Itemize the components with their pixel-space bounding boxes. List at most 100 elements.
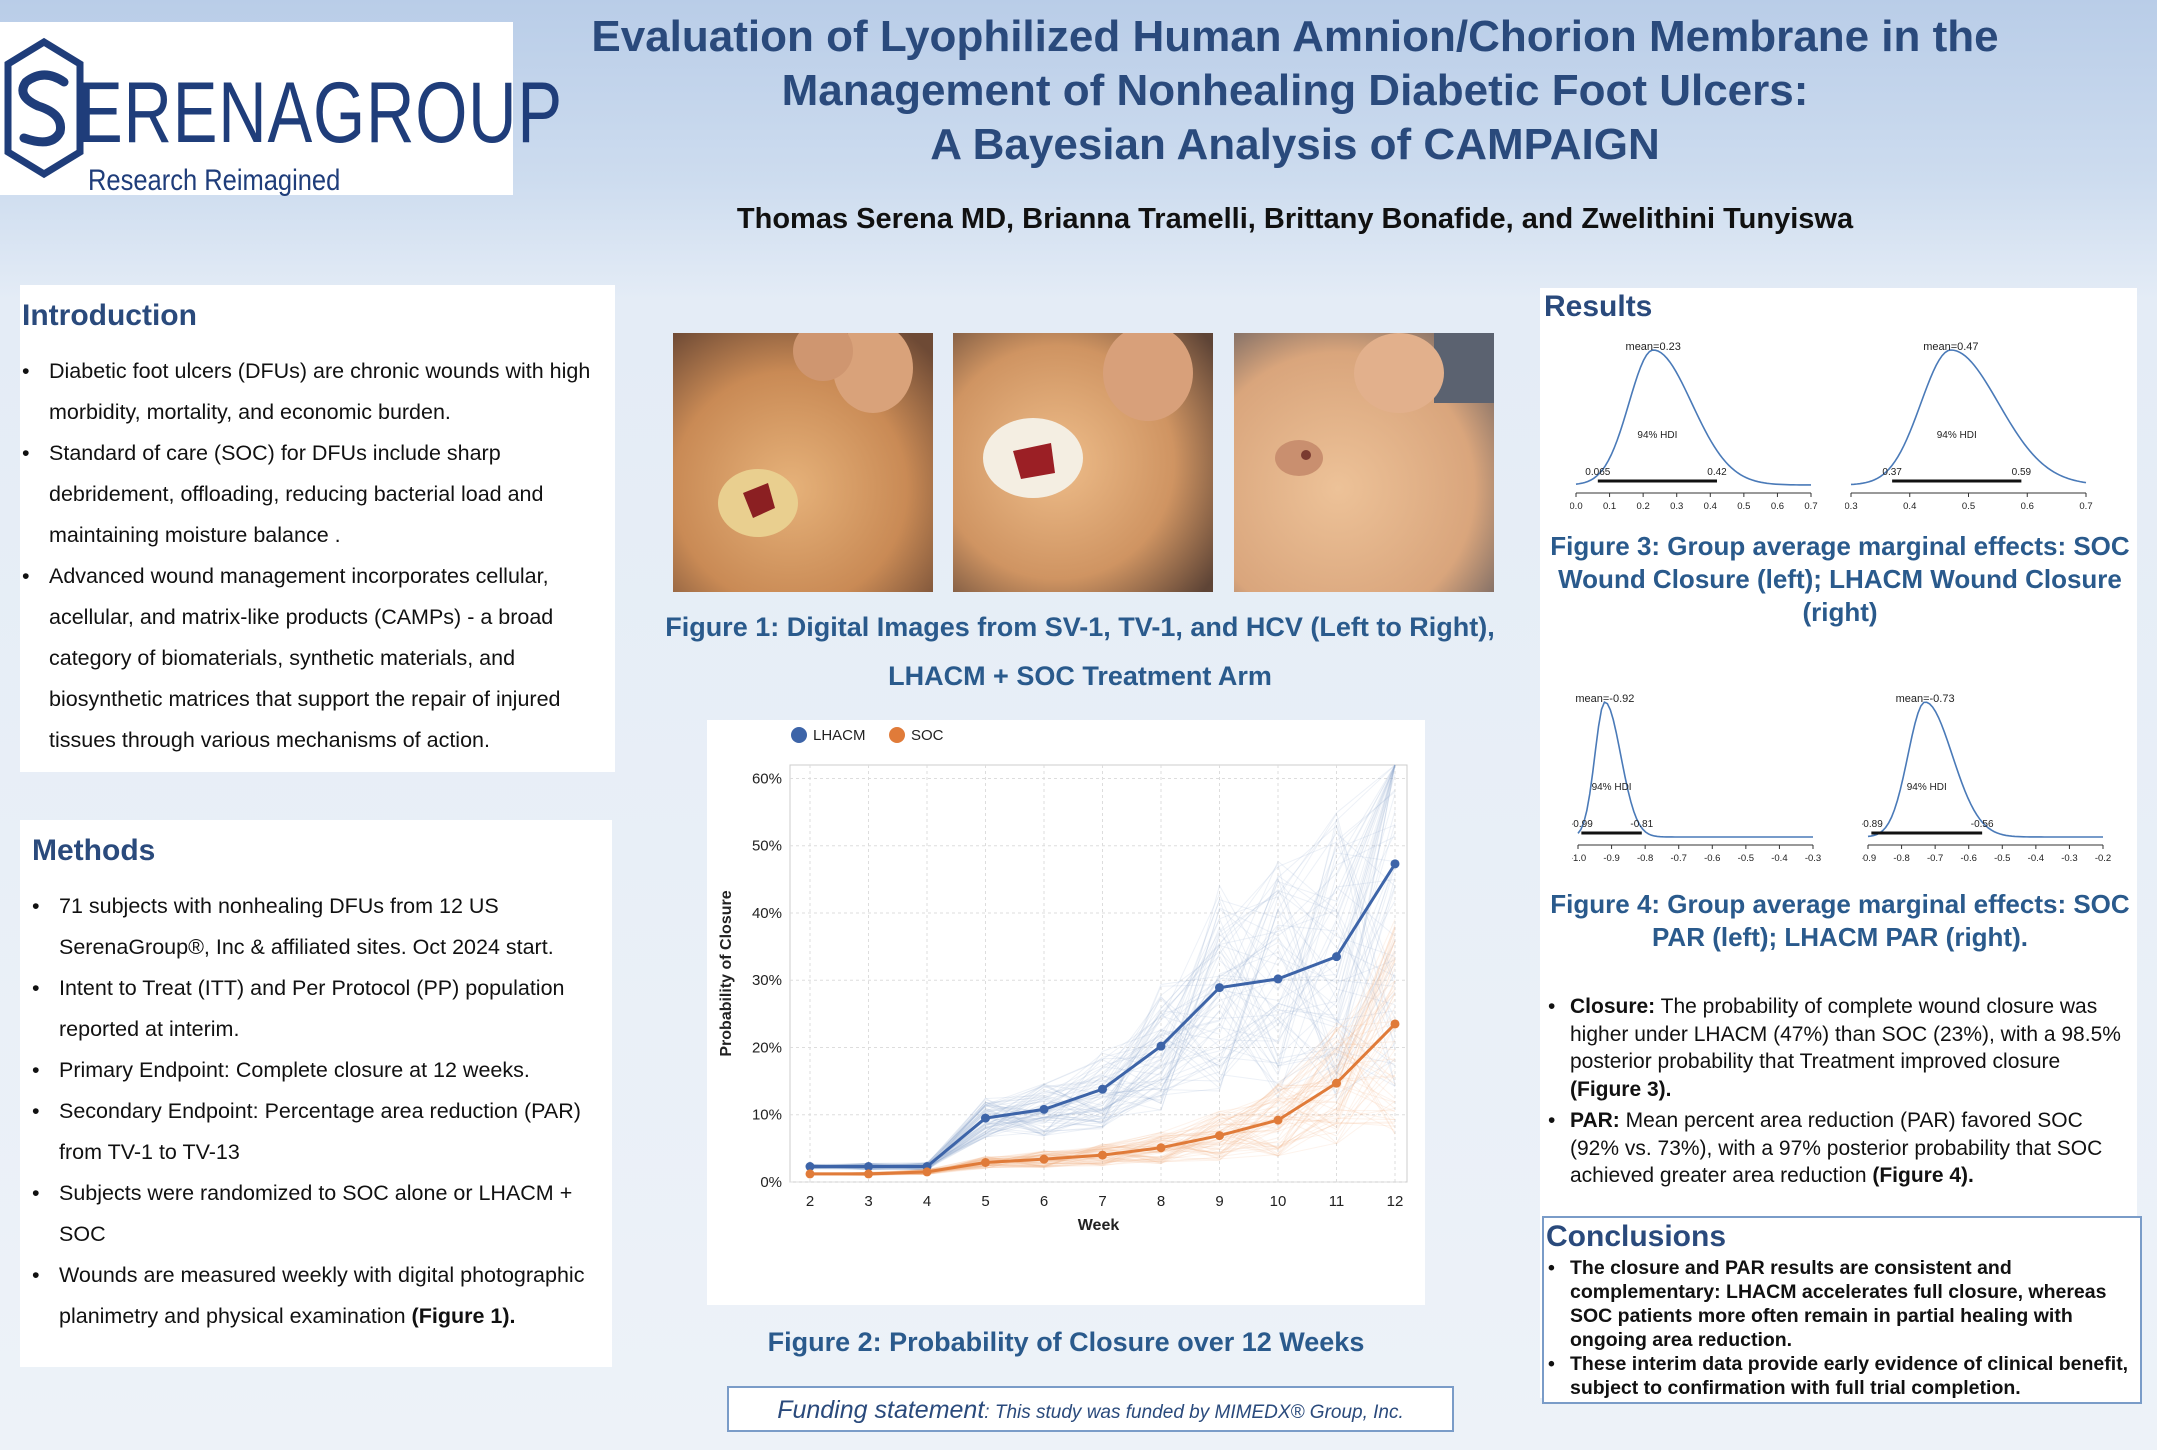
mean-label: mean=-0.92 — [1575, 693, 1634, 705]
x-tick-label: 12 — [1387, 1193, 1404, 1210]
density-tick-label: 0.4 — [1903, 501, 1916, 512]
posterior-sample-line — [809, 764, 1396, 1171]
hdi-label: 94% HDI — [1592, 782, 1632, 793]
hdi-low-label: 0.37 — [1882, 467, 1902, 478]
posterior-sample-line — [809, 927, 1396, 1176]
posterior-sample-line — [809, 824, 1396, 1172]
x-tick-label: 2 — [806, 1193, 814, 1210]
posterior-sample-line — [809, 764, 1396, 1171]
serenagroup-logo: ERENAGROUP Research Reimagined — [0, 22, 562, 197]
mean-label: mean=0.23 — [1626, 341, 1681, 353]
y-tick-label: 40% — [752, 905, 782, 922]
density-tick-label: 0.6 — [2021, 501, 2034, 512]
density-curve — [1867, 701, 2103, 838]
x-tick-label: 5 — [981, 1193, 989, 1210]
x-tick-label: 9 — [1215, 1193, 1223, 1210]
figure2-caption: Figure 2: Probability of Closure over 12… — [767, 1327, 1365, 1357]
x-tick-label: 6 — [1040, 1193, 1048, 1210]
posterior-sample-line — [809, 1015, 1396, 1174]
posterior-sample-line — [809, 977, 1396, 1168]
density-tick-label: 0.6 — [1771, 501, 1784, 512]
posterior-sample-line — [809, 764, 1396, 1170]
density-tick-label: 0.7 — [2079, 501, 2092, 512]
posterior-sample-line — [809, 764, 1396, 1170]
figure3-caption: Figure 3: Group average marginal effects… — [1550, 531, 2130, 627]
density-tick-label: -0.3 — [2061, 853, 2077, 864]
density-curve — [1575, 349, 1812, 486]
plot-area — [789, 764, 1408, 1183]
posterior-soc-par: mean=-0.92 94% HDI -0.99 -0.81 -1.0 -0.9 -0.8 -… — [1572, 693, 1821, 864]
hdi-low-label: -0.89 — [1862, 819, 1883, 830]
posterior-sample-line — [809, 984, 1396, 1171]
density-tick-label: 0.7 — [1804, 501, 1817, 512]
x-tick-label: 7 — [1098, 1193, 1106, 1210]
title-line-2: Management of Nonhealing Diabetic Foot U… — [781, 66, 1809, 115]
density-tick-label: 0.2 — [1637, 501, 1650, 512]
data-point-lhacm — [805, 1162, 815, 1172]
methods-bullet: Intent to Treat (ITT) and Per Protocol (… — [32, 968, 617, 1050]
density-tick-label: -1.0 — [1572, 853, 1586, 864]
hdi-high-label: -0.81 — [1630, 819, 1653, 830]
posterior-sample-line — [809, 764, 1396, 1168]
posterior-sample-line — [809, 951, 1396, 1170]
posterior-sample-line — [809, 926, 1396, 1175]
posterior-sample-line — [809, 940, 1396, 1167]
density-curve — [1577, 700, 1813, 838]
conclusion-bullet: These interim data provide early evidenc… — [1548, 1352, 2134, 1400]
density-tick-label: -0.4 — [1771, 853, 1787, 864]
posterior-sample-line — [809, 793, 1396, 1171]
posterior-sample-line — [809, 812, 1396, 1168]
hdi-high-label: 0.42 — [1707, 467, 1727, 478]
posterior-sample-line — [809, 764, 1396, 1167]
posterior-sample-line — [809, 974, 1396, 1171]
results-bullet-par: PAR: Mean percent area reduction (PAR) f… — [1548, 1107, 2133, 1190]
hdi-high-label: -0.56 — [1971, 819, 1994, 830]
posterior-sample-line — [809, 980, 1396, 1176]
hdi-label: 94% HDI — [1937, 430, 1977, 441]
density-tick-label: 0.4 — [1704, 501, 1717, 512]
chart-svg: 0% 10% 20% 30% 40% 50% 60% 2 3 4 5 6 7 8 9 10 11 12 Week Pr… — [718, 727, 1408, 1234]
y-tick-label: 0% — [760, 1174, 782, 1191]
posterior-sample-line — [809, 939, 1396, 1175]
posterior-sample-line — [809, 984, 1396, 1170]
x-tick-label: 10 — [1270, 1193, 1287, 1210]
data-point-lhacm — [981, 1113, 990, 1123]
x-tick-label: 4 — [923, 1193, 931, 1210]
data-point-soc — [1098, 1150, 1107, 1160]
legend-label-soc: SOC — [911, 727, 944, 744]
data-point-soc — [1215, 1131, 1224, 1141]
methods-bullet: Subjects were randomized to SOC alone or… — [32, 1173, 617, 1255]
introduction-heading: Introduction — [22, 299, 197, 332]
mean-label: mean=-0.73 — [1896, 693, 1955, 705]
posterior-sample-line — [809, 764, 1396, 1168]
hdi-low-label: -0.99 — [1572, 819, 1593, 830]
density-curve — [1850, 349, 2087, 486]
posterior-lhacm-closure: mean=0.47 94% HDI 0.37 0.59 0.3 0.4 0.5 0.6 0.7 — [1845, 341, 2093, 512]
posterior-sample-line — [809, 862, 1396, 1167]
legend-marker-soc — [889, 727, 905, 743]
posterior-sample-line — [809, 1117, 1396, 1174]
legend-label-lhacm: LHACM — [813, 727, 866, 744]
y-tick-label: 60% — [752, 770, 782, 787]
density-tick-label: -0.7 — [1671, 853, 1687, 864]
title-line-1: Evaluation of Lyophilized Human Amnion/C… — [591, 12, 1999, 61]
data-point-soc — [1156, 1143, 1166, 1153]
x-tick-label: 11 — [1329, 1193, 1345, 1210]
density-tick-label: -0.6 — [1961, 853, 1977, 864]
y-axis-label: Probability of Closure — [718, 890, 735, 1056]
y-tick-label: 30% — [752, 972, 782, 989]
results-heading: Results — [1544, 290, 1653, 323]
posterior-soc-closure: mean=0.23 94% HDI 0.065 0.42 0.0 0.1 0.2 0.3 0.4… — [1570, 341, 1818, 512]
figure1-caption: Figure 1: Digital Images from SV-1, TV-1… — [665, 612, 1495, 691]
data-point-lhacm — [1332, 952, 1341, 962]
logo-wordmark: ERENAGROUP — [78, 65, 563, 161]
data-point-soc — [1039, 1154, 1049, 1164]
density-tick-label: -0.4 — [2028, 853, 2044, 864]
density-tick-label: 0.5 — [1962, 501, 1975, 512]
figure4-caption: Figure 4: Group average marginal effects… — [1550, 889, 2130, 952]
methods-bullet: Wounds are measured weekly with digital … — [32, 1255, 617, 1337]
data-point-soc — [864, 1169, 873, 1179]
methods-bullet: Primary Endpoint: Complete closure at 12… — [32, 1050, 617, 1091]
posterior-sample-line — [809, 1051, 1396, 1176]
results-panel — [1540, 288, 2137, 1398]
